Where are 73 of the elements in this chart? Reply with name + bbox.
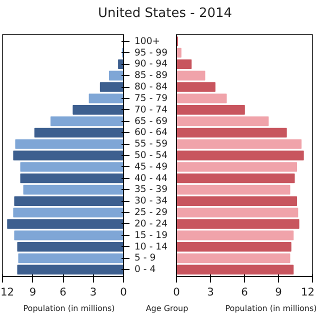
y-tick-label: 70 - 74 [134, 104, 168, 116]
bar [176, 150, 304, 160]
y-tick-label: 20 - 24 [134, 218, 168, 230]
bar [15, 139, 124, 149]
x-tick-label: 3 [90, 286, 97, 298]
bar [23, 184, 124, 195]
x-tick-label: 9 [29, 286, 36, 298]
bar [176, 82, 216, 92]
bar [72, 104, 124, 115]
bar [176, 184, 290, 195]
bar [20, 162, 124, 172]
x-axis-title: Population (in millions) [225, 303, 317, 314]
bar [176, 128, 287, 138]
bar [14, 230, 124, 240]
x-axis-title: Population (in millions) [23, 303, 115, 314]
bar [176, 173, 295, 184]
y-tick-label: 45 - 49 [134, 161, 168, 172]
y-tick-label: 25 - 29 [134, 207, 168, 218]
bar [176, 208, 298, 218]
bar [176, 104, 245, 115]
text: United States - 2014 [98, 5, 232, 23]
bar [176, 242, 292, 252]
y-tick-label: 95 - 99 [134, 47, 168, 58]
bar [176, 196, 298, 206]
y-tick-label: 35 - 39 [134, 184, 168, 196]
x-tick-label: 3 [207, 286, 214, 298]
bar [176, 59, 192, 70]
y-tick-label: 80 - 84 [134, 82, 168, 93]
bar [176, 264, 294, 275]
y-tick-label: 10 - 14 [134, 241, 168, 252]
y-tick-label: 0 - 4 [134, 264, 156, 276]
x-tick-label: 12 [300, 286, 315, 298]
bar [176, 70, 206, 80]
x-tick-label: 6 [60, 286, 67, 298]
y-tick-label: 60 - 64 [134, 127, 168, 138]
bar [100, 82, 124, 92]
bar [13, 208, 124, 218]
bar [17, 264, 124, 275]
bar [176, 139, 302, 149]
bar [50, 116, 124, 126]
bar [7, 219, 124, 229]
y-tick-label: 5 - 9 [134, 252, 156, 264]
bar [176, 162, 298, 172]
y-tick-label: 90 - 94 [134, 58, 168, 70]
x-tick-label: 6 [241, 286, 248, 298]
y-tick-label: 75 - 79 [134, 92, 168, 104]
bar [176, 116, 269, 126]
y-tick-label: 30 - 34 [134, 196, 168, 207]
bar [108, 70, 124, 80]
bar [176, 219, 300, 229]
bar [176, 230, 294, 240]
y-axis-title: Age Group [146, 303, 188, 314]
x-tick-label: 0 [120, 286, 128, 298]
bar [88, 94, 124, 104]
bar [14, 196, 124, 206]
y-tick-label: 50 - 54 [134, 150, 168, 161]
y-tick-label: 100+ [134, 36, 160, 47]
bar [17, 242, 124, 252]
bar [176, 48, 182, 58]
bar [176, 253, 290, 264]
y-tick-label: 40 - 44 [134, 172, 168, 184]
bar [13, 150, 124, 160]
x-tick-label: 12 [0, 286, 14, 298]
y-tick-label: 85 - 89 [134, 70, 168, 82]
bar [20, 173, 124, 184]
bar [18, 253, 124, 264]
bar [34, 128, 124, 138]
x-tick-label: 9 [275, 286, 282, 298]
y-tick-label: 15 - 19 [134, 230, 168, 241]
x-tick-label: 0 [173, 286, 180, 298]
y-tick-label: 65 - 69 [134, 116, 168, 127]
bar [176, 94, 227, 104]
y-tick-label: 55 - 59 [134, 138, 168, 150]
